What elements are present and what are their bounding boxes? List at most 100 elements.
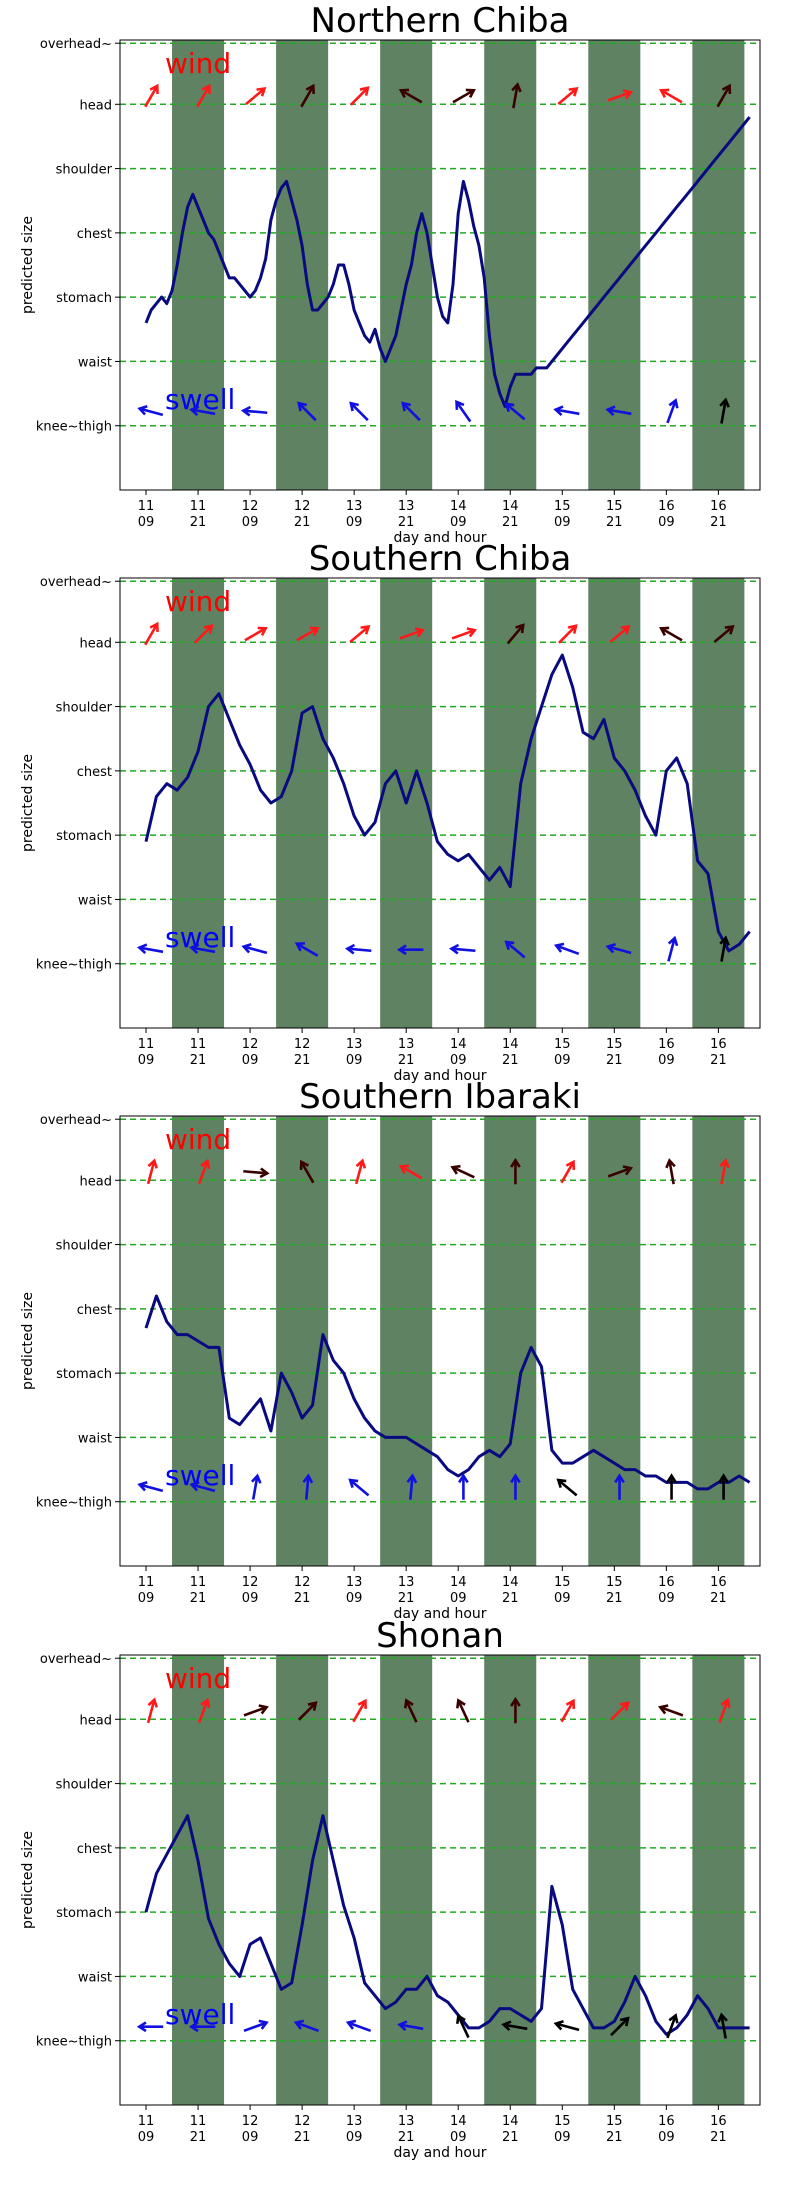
night-band [692, 1116, 745, 1566]
x-tick-label: 09 [242, 1591, 259, 1606]
swell-arrow-icon [406, 1473, 418, 1484]
swell-arrow-icon [666, 2014, 677, 2039]
y-tick-label: head [80, 1174, 112, 1189]
x-tick-label: 12 [242, 1037, 259, 1052]
x-tick-label: 21 [502, 1591, 519, 1606]
wind-arrow-icon [257, 626, 268, 636]
swell-arrow-icon [668, 398, 679, 409]
x-tick-label: 21 [502, 1053, 519, 1068]
swell-arrow-icon [455, 399, 465, 410]
y-tick-label: stomach [56, 1906, 112, 1921]
x-tick-label: 13 [346, 2114, 363, 2129]
x-tick-label: 14 [450, 2114, 467, 2129]
wind-arrow-icon [144, 623, 159, 646]
plot-frame [119, 1654, 761, 2106]
y-tick-label: stomach [56, 1367, 112, 1382]
x-tick-label: 21 [398, 1053, 415, 1068]
swell-arrow-icon [345, 2019, 357, 2030]
y-tick-label: waist [78, 1970, 112, 1985]
wind-arrow-icon [515, 623, 525, 634]
swell-arrow-icon [504, 402, 515, 413]
wind-arrow-icon [659, 626, 670, 636]
wind-arrow-icon [398, 88, 410, 98]
x-tick-label: 12 [294, 2114, 311, 2129]
wind-arrow-icon [720, 1160, 727, 1185]
y-tick-label: waist [78, 893, 112, 908]
x-tick-label: 11 [138, 1037, 155, 1052]
chart-title: Northern Chiba [311, 1, 570, 41]
night-band [172, 578, 225, 1028]
wind-arrow-icon [146, 1160, 156, 1185]
swell-arrow-icon [557, 1479, 578, 1497]
swell-arrow-icon [191, 946, 216, 954]
swell-arrow-icon [296, 942, 319, 957]
swell-arrow-icon [243, 2021, 268, 2033]
swell-arrow-icon [137, 404, 148, 416]
x-tick-label: 11 [138, 499, 155, 514]
wind-annotation: wind [165, 1662, 231, 1695]
x-tick-label: 21 [398, 2130, 415, 2145]
wind-arrow-icon [398, 1164, 410, 1174]
x-tick-label: 09 [346, 1591, 363, 1606]
chart-panel: Southern Chiba overhead~ head shoulder chest… [20, 539, 761, 1084]
y-tick-label: overhead~ [40, 575, 112, 590]
x-tick-label: 09 [554, 515, 571, 530]
wind-arrow-icon [610, 1701, 629, 1721]
wind-arrow-icon [565, 1159, 576, 1170]
swell-arrow-icon [347, 2021, 372, 2033]
wind-arrow-icon [243, 1169, 268, 1175]
night-band [380, 40, 433, 490]
wind-arrow-icon [201, 83, 211, 94]
wind-arrow-icon [299, 1159, 310, 1170]
swell-arrow-icon [619, 2016, 630, 2027]
wind-arrow-icon [622, 89, 634, 100]
x-tick-label: 21 [294, 2130, 311, 2145]
night-band [588, 578, 641, 1028]
x-tick-label: 15 [554, 1575, 571, 1590]
wind-arrow-icon [568, 87, 579, 97]
x-tick-label: 15 [606, 2114, 623, 2129]
plot-frame [119, 39, 761, 491]
y-tick-label: chest [77, 765, 112, 780]
x-tick-label: 15 [606, 1037, 623, 1052]
swell-arrow-icon [139, 946, 164, 954]
wind-arrow-icon [405, 1699, 418, 1723]
wind-arrow-icon [713, 625, 734, 643]
plot-frame [119, 577, 761, 1029]
x-tick-label: 21 [710, 1053, 727, 1068]
x-tick-label: 11 [138, 1575, 155, 1590]
wind-arrow-icon [660, 627, 683, 642]
x-tick-label: 09 [346, 2130, 363, 2145]
x-tick-label: 21 [398, 1591, 415, 1606]
x-tick-label: 16 [710, 1037, 727, 1052]
wind-arrow-icon [510, 1157, 521, 1168]
wind-arrow-icon [357, 1698, 367, 1709]
y-tick-label: shoulder [56, 1778, 113, 1793]
x-tick-label: 21 [710, 2130, 727, 2145]
night-band [692, 40, 745, 490]
x-axis-label: day and hour [393, 1606, 486, 1622]
wind-arrow-icon [450, 1164, 461, 1175]
wind-arrow-icon [466, 627, 477, 638]
x-tick-label: 21 [606, 1591, 623, 1606]
swell-arrow-icon [137, 1480, 148, 1492]
x-tick-label: 12 [242, 2114, 259, 2129]
wind-arrow-icon [668, 1160, 675, 1185]
swell-arrow-icon [503, 2023, 528, 2031]
swell-arrow-icon [667, 935, 679, 947]
swell-arrow-icon [251, 1473, 262, 1484]
swell-arrow-icon [396, 944, 407, 956]
x-tick-label: 21 [190, 1053, 207, 1068]
x-tick-label: 12 [242, 499, 259, 514]
y-tick-label: knee~thigh [36, 420, 112, 435]
wind-arrow-icon [244, 627, 267, 642]
x-tick-label: 13 [398, 1037, 415, 1052]
x-tick-label: 16 [658, 1037, 675, 1052]
swell-arrow-icon [189, 943, 200, 954]
wind-arrow-icon [200, 1158, 211, 1170]
wind-arrow-icon [196, 85, 211, 108]
swell-arrow-icon [504, 940, 515, 951]
swell-arrow-icon [510, 1473, 521, 1484]
swell-arrow-icon [718, 1473, 729, 1484]
